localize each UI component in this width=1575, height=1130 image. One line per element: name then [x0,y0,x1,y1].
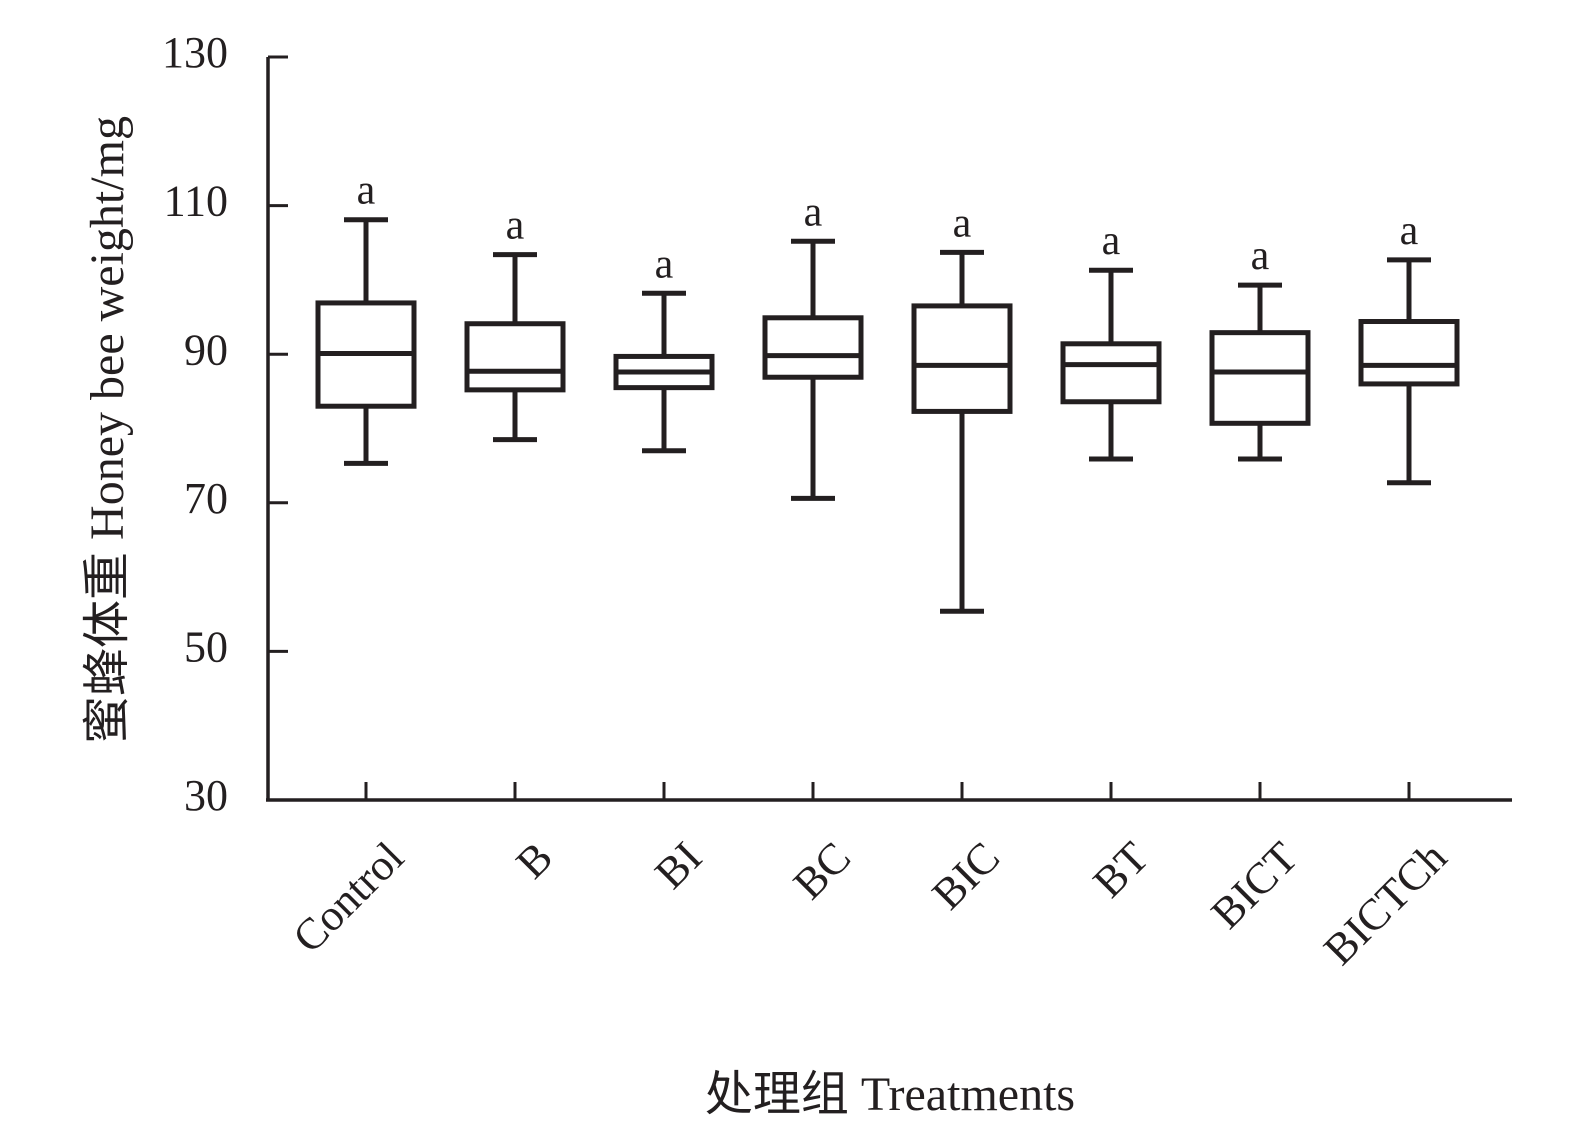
boxes: a a a a a a a a [315,168,1460,614]
x-tick-label: BC [784,832,860,908]
significance-label: a [506,203,525,249]
x-tick-label: B [507,832,562,887]
box-group: a [315,168,417,466]
box-group: a [1358,208,1460,486]
box-group: a [762,189,864,501]
box-group: a [1060,218,1162,462]
x-tick-label: BIC [923,832,1010,919]
significance-label: a [804,189,823,235]
x-tick-label: BICT [1202,832,1308,938]
y-tick-label: 130 [162,28,228,77]
iqr-box [464,321,566,393]
significance-label: a [655,241,674,287]
y-tick-label: 70 [184,474,228,523]
y-axis-ticks: 30 50 70 90 110 130 [162,28,288,820]
y-tick-label: 30 [184,771,228,820]
box-group: a [613,241,715,454]
significance-label: a [953,200,972,246]
box-group: a [1209,233,1311,462]
x-axis-title: 处理组 Treatments [705,1068,1075,1121]
significance-label: a [357,168,376,214]
significance-label: a [1251,233,1270,279]
box-group: a [464,203,566,443]
iqr-box [1209,330,1311,426]
x-axis-ticks: Control B BI BC BIC BT BICT BICTCh [283,782,1456,974]
x-tick-label: BICTCh [1314,832,1456,974]
y-axis-title: 蜜蜂体重 Honey bee weight/mg [81,116,134,744]
plot-area: 30 50 70 90 110 130 Control B BI BC BIC BT BICT BICT… [162,28,1512,974]
y-tick-label: 90 [184,325,228,374]
iqr-box [1358,319,1460,387]
x-tick-label: BT [1084,832,1158,906]
iqr-box [911,303,1013,414]
x-tick-label: Control [283,832,413,962]
iqr-box [1060,341,1162,405]
box-group: a [911,200,1013,614]
significance-label: a [1400,208,1419,254]
x-tick-label: BI [645,832,711,898]
y-tick-label: 50 [184,622,228,671]
significance-label: a [1102,218,1121,264]
y-tick-label: 110 [164,177,228,226]
iqr-box [762,315,864,380]
